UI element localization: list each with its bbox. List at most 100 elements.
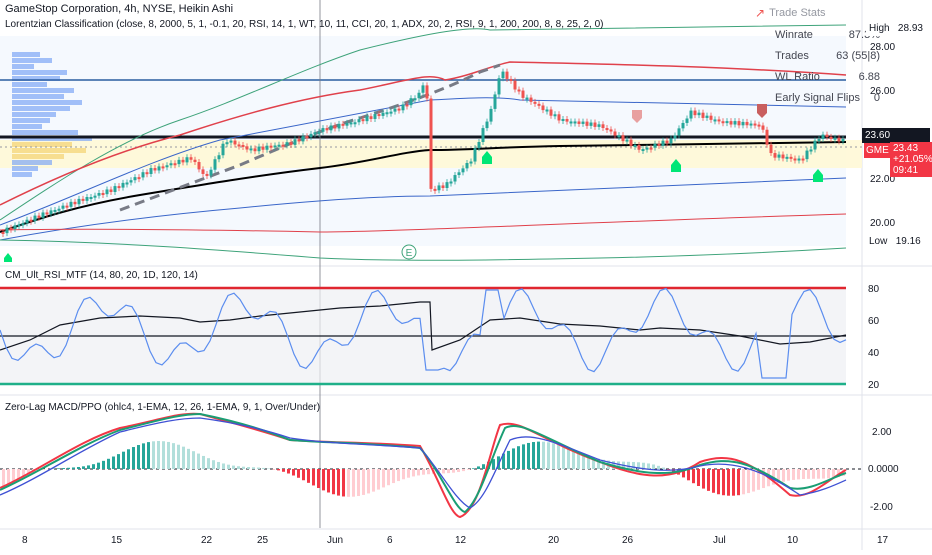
time-label: 20 (548, 535, 560, 546)
symbol-title[interactable]: GameStop Corporation, 4h, NYSE, Heikin A… (5, 3, 233, 16)
candle-body (746, 122, 749, 125)
candle-body (814, 141, 817, 150)
candle-body (578, 121, 581, 123)
candle-body (74, 202, 77, 204)
macd-histogram-bar (282, 469, 285, 472)
macd-histogram-bar (802, 469, 805, 479)
macd-histogram-bar (787, 469, 790, 481)
candle-body (194, 160, 197, 162)
candle-body (206, 174, 209, 176)
candle-body (182, 160, 185, 163)
macd-histogram-bar (57, 468, 60, 469)
candle-body (618, 135, 621, 137)
candle-body (46, 212, 49, 214)
macd-histogram-bar (627, 462, 630, 469)
time-axis[interactable]: 8 15 22 25 Jun 6 12 20 26 Jul 10 17 (22, 535, 889, 546)
macd-tick: 2.00 (872, 427, 892, 438)
candle-body (418, 93, 421, 98)
candle-body (438, 185, 441, 190)
macd-histogram-bar (482, 464, 485, 469)
macd-axis[interactable]: 2.00 0.0000 -2.00 (868, 427, 899, 513)
macd-histogram-bar (17, 469, 20, 478)
price-tick: 20.00 (870, 218, 895, 229)
macd-histogram-bar (372, 469, 375, 492)
time-label: 10 (787, 535, 799, 546)
candle-body (26, 220, 29, 224)
time-label: 26 (622, 535, 634, 546)
rsi-axis[interactable]: 80 60 40 20 (868, 284, 880, 391)
candle-body (654, 144, 657, 148)
stat-label: Winrate (755, 29, 813, 41)
rsi-legend[interactable]: CM_Ult_RSI_MTF (14, 80, 20, 1D, 120, 14) (5, 269, 198, 282)
candle-body (538, 104, 541, 106)
candle-body (482, 128, 485, 142)
macd-histogram-bar (177, 445, 180, 469)
candle-body (90, 197, 93, 199)
candle-body (570, 121, 573, 123)
macd-legend[interactable]: Zero-Lag MACD/PPO (ohlc4, 1-EMA, 12, 26,… (5, 401, 320, 414)
candle-body (658, 144, 661, 146)
candle-body (546, 109, 549, 111)
candle-body (606, 128, 609, 130)
macd-histogram-bar (102, 461, 105, 469)
candle-body (374, 114, 377, 119)
candle-body (266, 146, 269, 150)
candle-body (58, 209, 61, 211)
candle-body (226, 142, 229, 144)
candle-body (230, 141, 233, 143)
candle-body (82, 199, 85, 201)
candle-body (842, 139, 845, 141)
candle-body (510, 79, 513, 81)
earnings-marker-icon[interactable]: E (402, 245, 416, 259)
candle-body (262, 147, 265, 150)
macd-histogram-bar (452, 469, 455, 473)
rsi-tick: 80 (868, 284, 880, 295)
rsi-tick: 40 (868, 348, 880, 359)
macd-histogram-bar (332, 469, 335, 494)
stat-label: WL Ratio (755, 71, 820, 83)
candle-body (522, 91, 525, 98)
macd-histogram-bar (727, 469, 730, 496)
candle-body (450, 181, 453, 183)
candle-body (398, 109, 401, 111)
macd-histogram-bar (97, 463, 100, 469)
stat-label: Trades (755, 50, 809, 62)
macd-histogram-bar (242, 467, 245, 469)
candle-body (246, 146, 249, 149)
macd-histogram-bar (697, 469, 700, 486)
macd-histogram-bar (457, 469, 460, 472)
macd-histogram-bar (687, 469, 690, 480)
candle-body (110, 189, 113, 192)
macd-histogram-bar (62, 468, 65, 469)
macd-histogram-bar (87, 465, 90, 469)
candle-body (534, 102, 537, 104)
candle-body (422, 85, 425, 92)
lorentzian-legend[interactable]: Lorentzian Classification (close, 8, 200… (5, 18, 603, 31)
macd-histogram-bar (327, 469, 330, 492)
macd-histogram-bar (342, 469, 345, 496)
macd-histogram-bar (667, 469, 670, 470)
macd-histogram-bar (537, 442, 540, 469)
candle-body (254, 148, 257, 151)
candle-body (130, 180, 133, 182)
candle-body (614, 131, 617, 135)
candle-body (22, 223, 25, 225)
time-label: 22 (201, 535, 213, 546)
candle-body (50, 210, 53, 214)
candle-body (650, 148, 653, 150)
macd-histogram-bar (822, 469, 825, 479)
candle-body (434, 189, 437, 191)
candle-body (342, 124, 345, 126)
candle-body (302, 136, 305, 141)
candle-body (270, 146, 273, 148)
candle-body (362, 119, 365, 121)
macd-histogram-bar (172, 443, 175, 469)
candle-body (738, 121, 741, 125)
macd-histogram-bar (122, 452, 125, 469)
candle-body (798, 159, 801, 161)
macd-histogram-bar (392, 469, 395, 483)
candle-body (706, 116, 709, 118)
candle-body (594, 123, 597, 127)
macd-histogram-bar (137, 445, 140, 469)
candle-body (462, 168, 465, 172)
